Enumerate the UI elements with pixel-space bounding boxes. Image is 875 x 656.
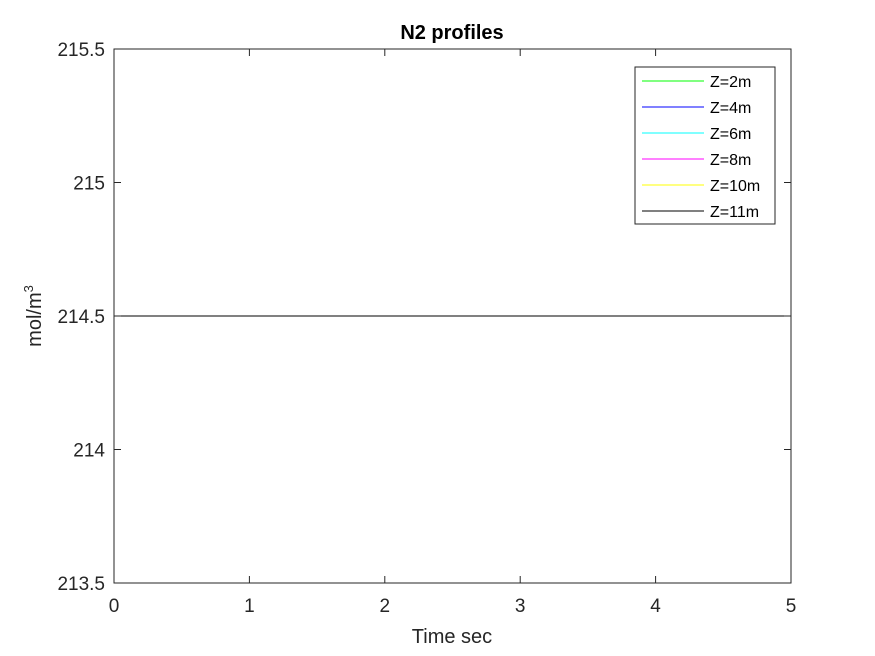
x-tick-label: 3 — [515, 596, 526, 617]
y-tick-label: 215.5 — [57, 40, 105, 61]
x-tick-label: 0 — [109, 596, 120, 617]
x-axis-label: Time sec — [412, 626, 492, 648]
x-tick-label: 5 — [786, 596, 797, 617]
legend-entries: Z=2m Z=4m Z=6m Z=8m Z=10m Z=11m — [642, 74, 760, 221]
y-tick-label: 213.5 — [57, 574, 105, 595]
legend-box — [634, 66, 776, 225]
legend-label: Z=2m — [710, 74, 751, 91]
x-tick-label: 4 — [650, 596, 661, 617]
y-axis-label: mol/m3 — [21, 285, 46, 347]
y-tick-label: 214 — [73, 441, 105, 462]
legend-label: Z=8m — [710, 152, 751, 169]
chart-title: N2 profiles — [400, 22, 503, 44]
x-tick-label: 2 — [380, 596, 391, 617]
y-tick-label: 215 — [73, 174, 105, 195]
x-tick-labels: 0 1 2 3 4 5 — [109, 596, 797, 617]
axes-frame — [113, 48, 792, 584]
y-axis-label-superscript: 3 — [21, 285, 36, 292]
legend-label: Z=11m — [710, 204, 759, 221]
y-tick-label: 214.5 — [57, 307, 105, 328]
legend-label: Z=10m — [710, 178, 760, 195]
legend-label: Z=6m — [710, 126, 751, 143]
legend-label: Z=4m — [710, 100, 751, 117]
x-tick-label: 1 — [244, 596, 255, 617]
y-tick-labels: 213.5 214 214.5 215 215.5 — [57, 40, 105, 595]
legend: Z=2m Z=4m Z=6m Z=8m Z=10m Z=11m — [634, 66, 776, 225]
y-axis-label-base: mol/m — [24, 292, 46, 346]
